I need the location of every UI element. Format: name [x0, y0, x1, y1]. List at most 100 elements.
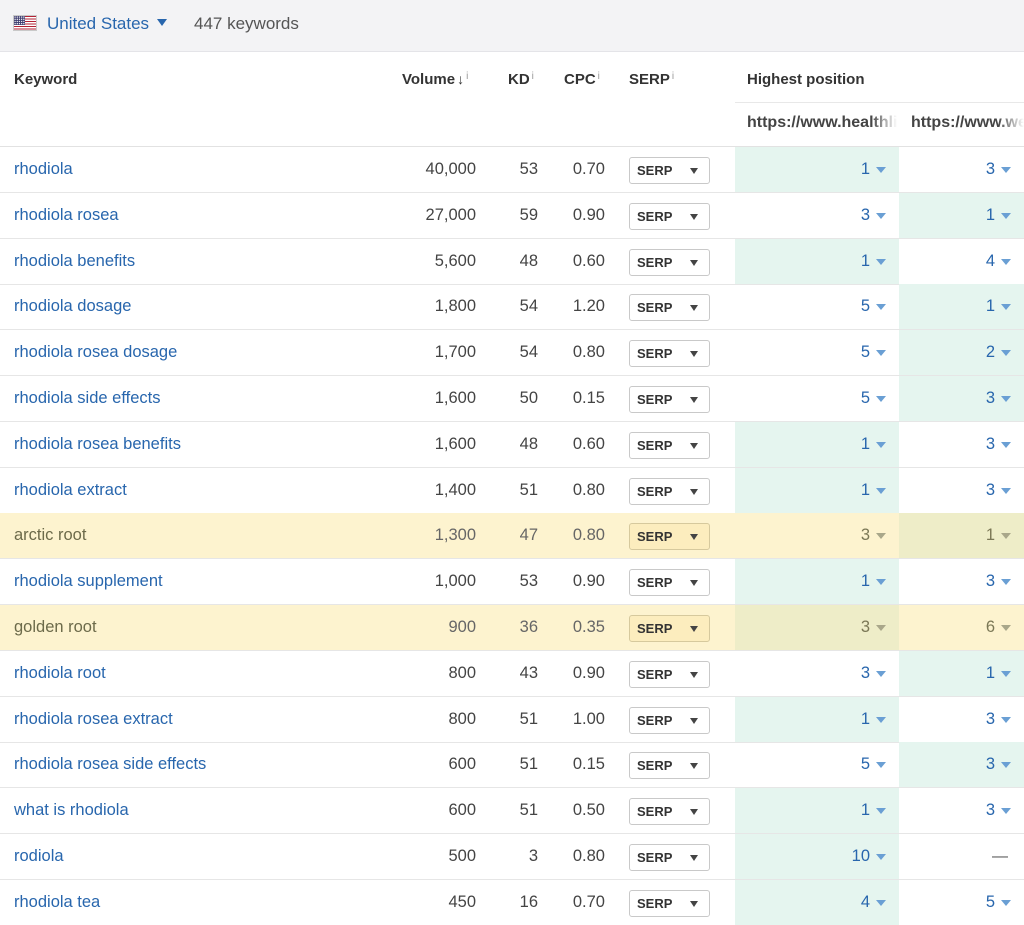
chevron-down-icon[interactable] [876, 854, 886, 860]
position-value[interactable]: 4 [860, 892, 870, 911]
info-icon[interactable]: i [597, 71, 600, 82]
chevron-down-icon[interactable] [1001, 441, 1011, 448]
info-icon[interactable]: i [531, 71, 534, 82]
serp-dropdown-button[interactable]: SERP [629, 569, 710, 597]
keyword-link[interactable]: rhodiola rosea benefits [14, 434, 181, 453]
position-value[interactable]: 3 [860, 526, 870, 545]
position-value[interactable]: 10 [851, 847, 870, 865]
competitor-url-2[interactable]: https://www.webmd.com [911, 114, 1024, 132]
position-value[interactable]: 6 [985, 618, 995, 636]
position-value[interactable]: 5 [860, 297, 870, 316]
position-value[interactable]: 3 [860, 205, 870, 224]
position-value[interactable]: 3 [860, 618, 870, 636]
keyword-link[interactable]: rhodiola side effects [14, 389, 161, 407]
chevron-down-icon[interactable] [876, 533, 886, 540]
keyword-link[interactable]: what is rhodiola [14, 801, 129, 820]
chevron-down-icon[interactable] [876, 304, 886, 311]
chevron-down-icon[interactable] [1001, 808, 1011, 815]
chevron-down-icon[interactable] [1001, 670, 1011, 677]
serp-dropdown-button[interactable]: SERP [629, 431, 710, 459]
keyword-link[interactable]: rodiola [14, 847, 64, 865]
position-value[interactable]: 3 [985, 755, 995, 774]
serp-dropdown-button[interactable]: SERP [629, 202, 710, 230]
chevron-down-icon[interactable] [1001, 396, 1011, 402]
serp-dropdown-button[interactable]: SERP [629, 386, 710, 413]
chevron-down-icon[interactable] [1001, 304, 1011, 311]
chevron-down-icon[interactable] [157, 19, 167, 26]
competitor-url-1[interactable]: https://www.healthline.com [747, 114, 897, 132]
serp-dropdown-button[interactable]: SERP [629, 798, 710, 826]
position-value[interactable]: 1 [860, 572, 870, 591]
chevron-down-icon[interactable] [876, 258, 886, 265]
chevron-down-icon[interactable] [1001, 533, 1011, 540]
position-value[interactable]: 3 [985, 709, 995, 728]
serp-dropdown-button[interactable]: SERP [629, 523, 710, 551]
position-value[interactable]: 5 [860, 389, 870, 407]
keyword-link[interactable]: rhodiola rosea [14, 205, 119, 224]
chevron-down-icon[interactable] [1001, 487, 1011, 494]
keyword-link[interactable]: rhodiola root [14, 663, 106, 682]
chevron-down-icon[interactable] [876, 579, 886, 586]
keyword-link[interactable]: rhodiola [14, 160, 73, 178]
serp-dropdown-button[interactable]: SERP [629, 157, 710, 184]
chevron-down-icon[interactable] [876, 350, 886, 357]
position-value[interactable]: 5 [860, 755, 870, 774]
position-value[interactable]: 3 [985, 160, 995, 178]
position-value[interactable]: 3 [860, 663, 870, 682]
serp-dropdown-button[interactable]: SERP [629, 294, 710, 322]
serp-dropdown-button[interactable]: SERP [629, 706, 710, 734]
position-value[interactable]: 1 [860, 480, 870, 499]
chevron-down-icon[interactable] [876, 670, 886, 677]
keyword-link[interactable]: rhodiola rosea dosage [14, 343, 178, 362]
chevron-down-icon[interactable] [876, 212, 886, 219]
serp-dropdown-button[interactable]: SERP [629, 889, 710, 917]
position-value[interactable]: 1 [860, 160, 870, 178]
position-value[interactable]: 1 [985, 526, 995, 545]
position-value[interactable]: 1 [860, 801, 870, 820]
chevron-down-icon[interactable] [1001, 762, 1011, 769]
column-header-keyword[interactable]: Keyword [14, 71, 78, 88]
position-value[interactable]: 1 [860, 251, 870, 270]
country-selector[interactable]: United States [47, 14, 150, 33]
column-header-volume[interactable]: Volume ↓ i [402, 71, 469, 88]
info-icon[interactable]: i [466, 71, 469, 82]
chevron-down-icon[interactable] [876, 625, 886, 631]
position-value[interactable]: 3 [985, 389, 995, 407]
keyword-link[interactable]: rhodiola tea [14, 892, 101, 911]
position-value[interactable]: 1 [860, 709, 870, 728]
chevron-down-icon[interactable] [1001, 716, 1011, 723]
chevron-down-icon[interactable] [876, 167, 886, 173]
position-value[interactable]: 4 [985, 251, 995, 270]
keyword-link[interactable]: golden root [14, 618, 97, 636]
position-value[interactable]: 3 [985, 801, 995, 820]
keyword-link[interactable]: rhodiola benefits [14, 251, 136, 270]
keyword-link[interactable]: arctic root [14, 526, 87, 545]
chevron-down-icon[interactable] [1001, 625, 1011, 631]
keyword-link[interactable]: rhodiola extract [14, 480, 127, 499]
position-value[interactable]: 5 [860, 343, 870, 362]
position-value[interactable]: 1 [860, 434, 870, 453]
chevron-down-icon[interactable] [1001, 350, 1011, 357]
position-value[interactable]: 3 [985, 480, 995, 499]
chevron-down-icon[interactable] [876, 716, 886, 723]
position-value[interactable]: 1 [985, 663, 995, 682]
chevron-down-icon[interactable] [1001, 212, 1011, 219]
chevron-down-icon[interactable] [876, 487, 886, 494]
column-header-kd[interactable]: KD i [508, 71, 534, 88]
position-value[interactable]: 1 [985, 205, 995, 224]
keyword-link[interactable]: rhodiola supplement [14, 572, 163, 591]
keyword-link[interactable]: rhodiola dosage [14, 297, 132, 316]
serp-dropdown-button[interactable]: SERP [629, 477, 710, 505]
position-value[interactable]: 1 [985, 297, 995, 316]
position-value[interactable]: 3 [985, 434, 995, 453]
chevron-down-icon[interactable] [876, 396, 886, 402]
column-header-cpc[interactable]: CPC i [564, 71, 600, 88]
keyword-link[interactable]: rhodiola rosea extract [14, 709, 173, 728]
serp-dropdown-button[interactable]: SERP [629, 660, 710, 688]
chevron-down-icon[interactable] [876, 441, 886, 448]
serp-dropdown-button[interactable]: SERP [629, 248, 710, 276]
serp-dropdown-button[interactable]: SERP [629, 844, 710, 871]
serp-dropdown-button[interactable]: SERP [629, 615, 710, 642]
keyword-link[interactable]: rhodiola rosea side effects [14, 755, 207, 774]
serp-dropdown-button[interactable]: SERP [629, 340, 710, 368]
